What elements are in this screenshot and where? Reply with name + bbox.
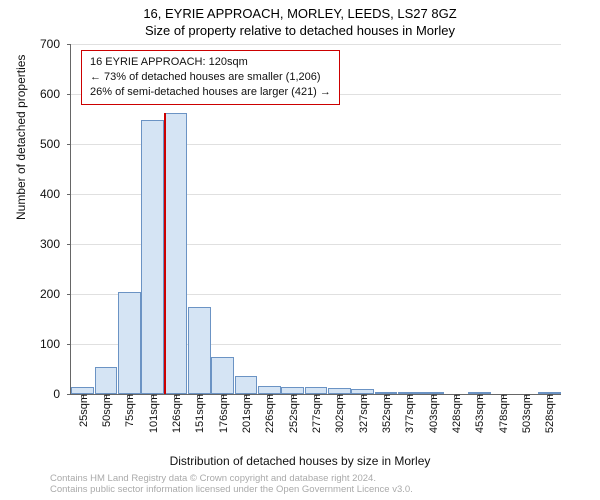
x-tick-label: 201sqm [241, 394, 253, 442]
bar [211, 357, 234, 395]
y-tick [67, 144, 71, 145]
info-box-line: 26% of semi-detached houses are larger (… [90, 85, 331, 100]
y-tick [67, 294, 71, 295]
x-tick-label: 252sqm [288, 394, 300, 442]
page-subtitle: Size of property relative to detached ho… [0, 23, 600, 38]
y-tick [67, 244, 71, 245]
y-tick-label: 100 [0, 337, 60, 351]
y-tick-label: 500 [0, 137, 60, 151]
y-tick [67, 394, 71, 395]
x-tick-label: 327sqm [358, 394, 370, 442]
y-tick [67, 44, 71, 45]
page-title: 16, EYRIE APPROACH, MORLEY, LEEDS, LS27 … [0, 0, 600, 21]
x-tick-label: 226sqm [264, 394, 276, 442]
bar [281, 387, 304, 394]
x-tick-label: 503sqm [521, 394, 533, 442]
bar [71, 387, 94, 395]
bar [165, 113, 188, 394]
y-tick-label: 0 [0, 387, 60, 401]
y-tick-label: 200 [0, 287, 60, 301]
x-tick-label: 151sqm [194, 394, 206, 442]
gridline [71, 44, 561, 45]
info-box-line: ← 73% of detached houses are smaller (1,… [90, 70, 331, 85]
plot-area: 16 EYRIE APPROACH: 120sqm← 73% of detach… [70, 44, 561, 395]
info-box-line: 16 EYRIE APPROACH: 120sqm [90, 55, 331, 70]
x-tick-label: 25sqm [78, 394, 90, 442]
y-tick-label: 600 [0, 87, 60, 101]
x-tick-label: 453sqm [474, 394, 486, 442]
x-tick-label: 428sqm [451, 394, 463, 442]
y-tick-label: 700 [0, 37, 60, 51]
y-tick [67, 94, 71, 95]
x-tick-label: 528sqm [544, 394, 556, 442]
x-tick-label: 176sqm [218, 394, 230, 442]
bar [305, 387, 328, 394]
attribution: Contains HM Land Registry data © Crown c… [50, 473, 413, 496]
info-box: 16 EYRIE APPROACH: 120sqm← 73% of detach… [81, 50, 340, 105]
x-tick-label: 101sqm [148, 394, 160, 442]
bar [258, 386, 281, 394]
bar [95, 367, 118, 395]
y-tick-label: 400 [0, 187, 60, 201]
y-tick [67, 194, 71, 195]
x-tick-label: 302sqm [334, 394, 346, 442]
y-tick [67, 344, 71, 345]
x-tick-label: 75sqm [124, 394, 136, 442]
attribution-line: Contains public sector information licen… [50, 484, 413, 495]
x-axis-label: Distribution of detached houses by size … [0, 454, 600, 468]
x-tick-label: 277sqm [311, 394, 323, 442]
marker-line [164, 113, 166, 394]
attribution-line: Contains HM Land Registry data © Crown c… [50, 473, 413, 484]
bar [141, 120, 164, 394]
x-tick-label: 478sqm [498, 394, 510, 442]
chart: 16 EYRIE APPROACH: 120sqm← 73% of detach… [70, 44, 560, 424]
bar [188, 307, 211, 395]
x-tick-label: 50sqm [101, 394, 113, 442]
y-tick-label: 300 [0, 237, 60, 251]
x-tick-label: 126sqm [171, 394, 183, 442]
bar [118, 292, 141, 395]
x-tick-label: 352sqm [381, 394, 393, 442]
bar [235, 376, 258, 394]
x-tick-label: 377sqm [404, 394, 416, 442]
x-tick-label: 403sqm [428, 394, 440, 442]
